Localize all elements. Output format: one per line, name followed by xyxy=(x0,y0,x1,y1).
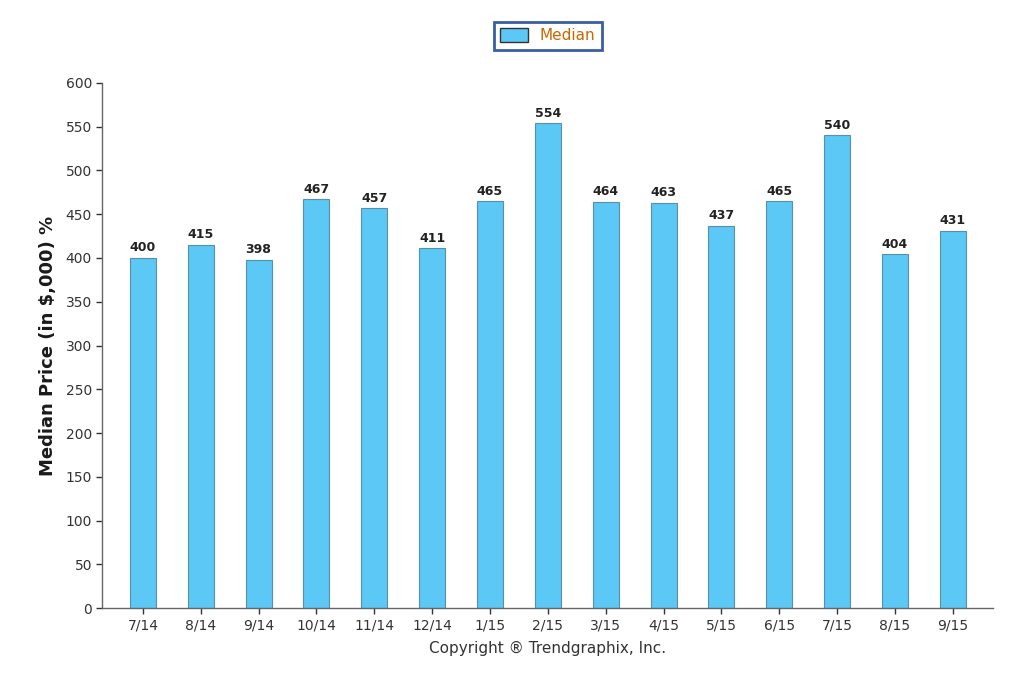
Text: 540: 540 xyxy=(824,119,850,132)
Bar xyxy=(303,199,330,608)
Bar xyxy=(650,203,677,608)
Text: 411: 411 xyxy=(419,232,445,245)
Bar xyxy=(419,248,445,608)
Text: 437: 437 xyxy=(709,209,734,222)
Text: 431: 431 xyxy=(940,214,966,227)
Bar xyxy=(130,258,156,608)
Bar xyxy=(187,245,214,608)
Bar xyxy=(361,208,387,608)
Text: 404: 404 xyxy=(882,238,908,251)
X-axis label: Copyright ® Trendgraphix, Inc.: Copyright ® Trendgraphix, Inc. xyxy=(429,641,667,656)
Bar xyxy=(477,201,503,608)
Bar xyxy=(882,254,908,608)
Bar xyxy=(246,260,271,608)
Bar xyxy=(766,201,793,608)
Text: 415: 415 xyxy=(187,228,214,241)
Legend: Median: Median xyxy=(494,22,602,50)
Text: 464: 464 xyxy=(593,185,618,198)
Bar xyxy=(940,231,966,608)
Text: 400: 400 xyxy=(130,241,156,254)
Text: 554: 554 xyxy=(535,106,561,120)
Text: 465: 465 xyxy=(477,184,503,198)
Bar xyxy=(593,202,618,608)
Text: 463: 463 xyxy=(650,187,677,199)
Bar xyxy=(824,135,850,608)
Text: 465: 465 xyxy=(766,184,793,198)
Y-axis label: Median Price (in $,000) %: Median Price (in $,000) % xyxy=(39,216,57,475)
Text: 398: 398 xyxy=(246,243,271,256)
Text: 467: 467 xyxy=(303,183,330,196)
Text: 457: 457 xyxy=(361,191,387,205)
Bar xyxy=(535,123,561,608)
Bar xyxy=(709,225,734,608)
